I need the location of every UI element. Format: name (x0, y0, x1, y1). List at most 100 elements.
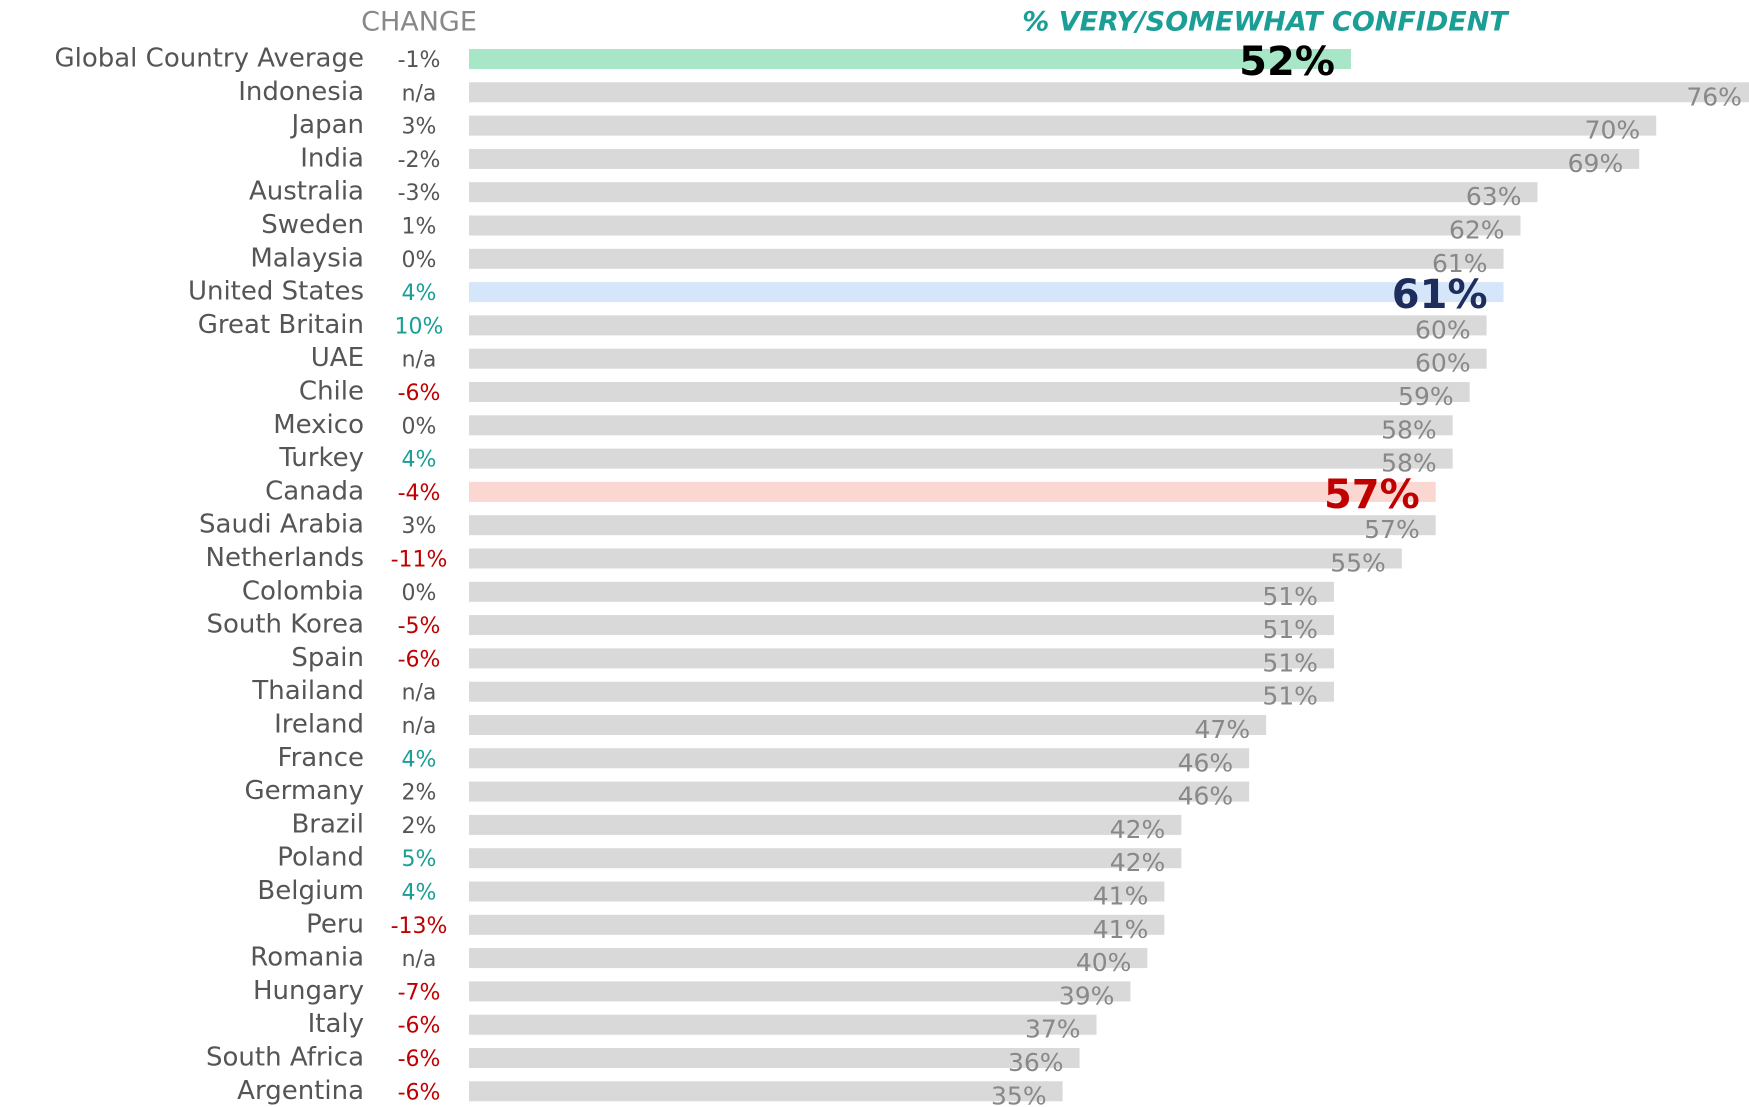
category-label: Mexico (273, 410, 364, 440)
change-label: -5% (398, 614, 441, 639)
value-label: 62% (1449, 216, 1505, 245)
category-label: Canada (265, 476, 364, 506)
bar (469, 282, 1504, 303)
category-label: Chile (299, 377, 364, 407)
value-label: 52% (1239, 39, 1335, 85)
category-label: Great Britain (198, 310, 364, 340)
category-label: Indonesia (238, 77, 364, 107)
value-label: 51% (1262, 648, 1318, 677)
value-label: 57% (1324, 472, 1420, 518)
bar (469, 49, 1351, 69)
change-label: n/a (402, 81, 437, 106)
value-label: 58% (1381, 415, 1437, 444)
bar (469, 781, 1250, 802)
bar (469, 215, 1521, 236)
value-label: 60% (1415, 349, 1471, 378)
change-label: -6% (398, 381, 441, 406)
change-label: -6% (398, 647, 441, 672)
bar (469, 515, 1436, 536)
change-label: 4% (402, 747, 437, 772)
bar (469, 248, 1504, 269)
change-label: -4% (398, 481, 441, 506)
bar (469, 448, 1453, 469)
change-label: -6% (398, 1014, 441, 1039)
change-label: -11% (391, 548, 448, 573)
category-label: Hungary (253, 976, 364, 1006)
change-label: 5% (402, 847, 437, 872)
category-label: Brazil (291, 809, 364, 839)
category-label: India (300, 143, 364, 173)
value-label: 47% (1195, 715, 1251, 744)
value-header: % VERY/SOMEWHAT CONFIDENT (1022, 7, 1510, 38)
change-label: n/a (402, 947, 437, 972)
bar (469, 881, 1165, 902)
value-label: 39% (1059, 981, 1115, 1010)
change-label: -6% (398, 1047, 441, 1072)
category-label: South Africa (206, 1043, 364, 1073)
bar (469, 115, 1657, 136)
value-label: 42% (1110, 815, 1166, 844)
value-label: 42% (1110, 848, 1166, 877)
category-label: Argentina (237, 1076, 364, 1106)
change-label: n/a (402, 348, 437, 373)
bar (469, 548, 1402, 569)
category-label: Peru (306, 909, 364, 939)
category-label: United States (188, 277, 364, 307)
bar (469, 615, 1334, 636)
bar (469, 914, 1165, 935)
bar (469, 1048, 1080, 1068)
value-label: 58% (1381, 449, 1437, 478)
change-label: 4% (402, 448, 437, 473)
category-label: Belgium (257, 876, 364, 906)
bar (469, 681, 1334, 702)
bar (469, 82, 1749, 103)
value-label: 51% (1262, 682, 1318, 711)
category-label: South Korea (206, 610, 364, 640)
category-label: Turkey (278, 443, 364, 473)
value-label: 63% (1466, 182, 1522, 211)
category-label: Saudi Arabia (199, 510, 364, 540)
value-label: 51% (1262, 582, 1318, 611)
value-label: 41% (1093, 882, 1149, 911)
change-label: 0% (402, 581, 437, 606)
change-header: CHANGE (361, 7, 477, 38)
value-label: 35% (991, 1081, 1047, 1107)
bar (469, 981, 1131, 1002)
value-label: 59% (1398, 382, 1454, 411)
change-label: 2% (402, 781, 437, 806)
change-label: 1% (402, 215, 437, 240)
bar (469, 748, 1250, 769)
category-label: Germany (244, 776, 364, 806)
change-label: 0% (402, 248, 437, 273)
bar (469, 715, 1267, 735)
bar (469, 481, 1436, 502)
change-label: 3% (402, 514, 437, 539)
bar (469, 1081, 1063, 1102)
bar (469, 648, 1334, 669)
value-label: 61% (1392, 272, 1488, 318)
category-label: Australia (249, 177, 364, 207)
category-label: Spain (291, 643, 364, 673)
value-label: 36% (1008, 1048, 1064, 1077)
value-label: 37% (1025, 1015, 1081, 1044)
value-label: 70% (1585, 116, 1641, 145)
category-label: Colombia (242, 576, 364, 606)
value-label: 40% (1076, 948, 1132, 977)
category-label: Malaysia (250, 243, 364, 273)
category-label: Global Country Average (54, 44, 364, 74)
change-label: 2% (402, 814, 437, 839)
change-label: -3% (398, 181, 441, 206)
category-label: Netherlands (206, 543, 365, 573)
bar (469, 182, 1538, 203)
value-label: 76% (1686, 82, 1742, 111)
category-label: Romania (250, 943, 364, 973)
bar (469, 382, 1470, 402)
bar (469, 848, 1182, 869)
category-label: UAE (311, 343, 364, 373)
change-label: -13% (391, 914, 448, 939)
category-label: France (278, 743, 364, 773)
value-label: 41% (1093, 915, 1149, 944)
category-label: Thailand (251, 676, 364, 706)
value-label: 51% (1262, 615, 1318, 644)
